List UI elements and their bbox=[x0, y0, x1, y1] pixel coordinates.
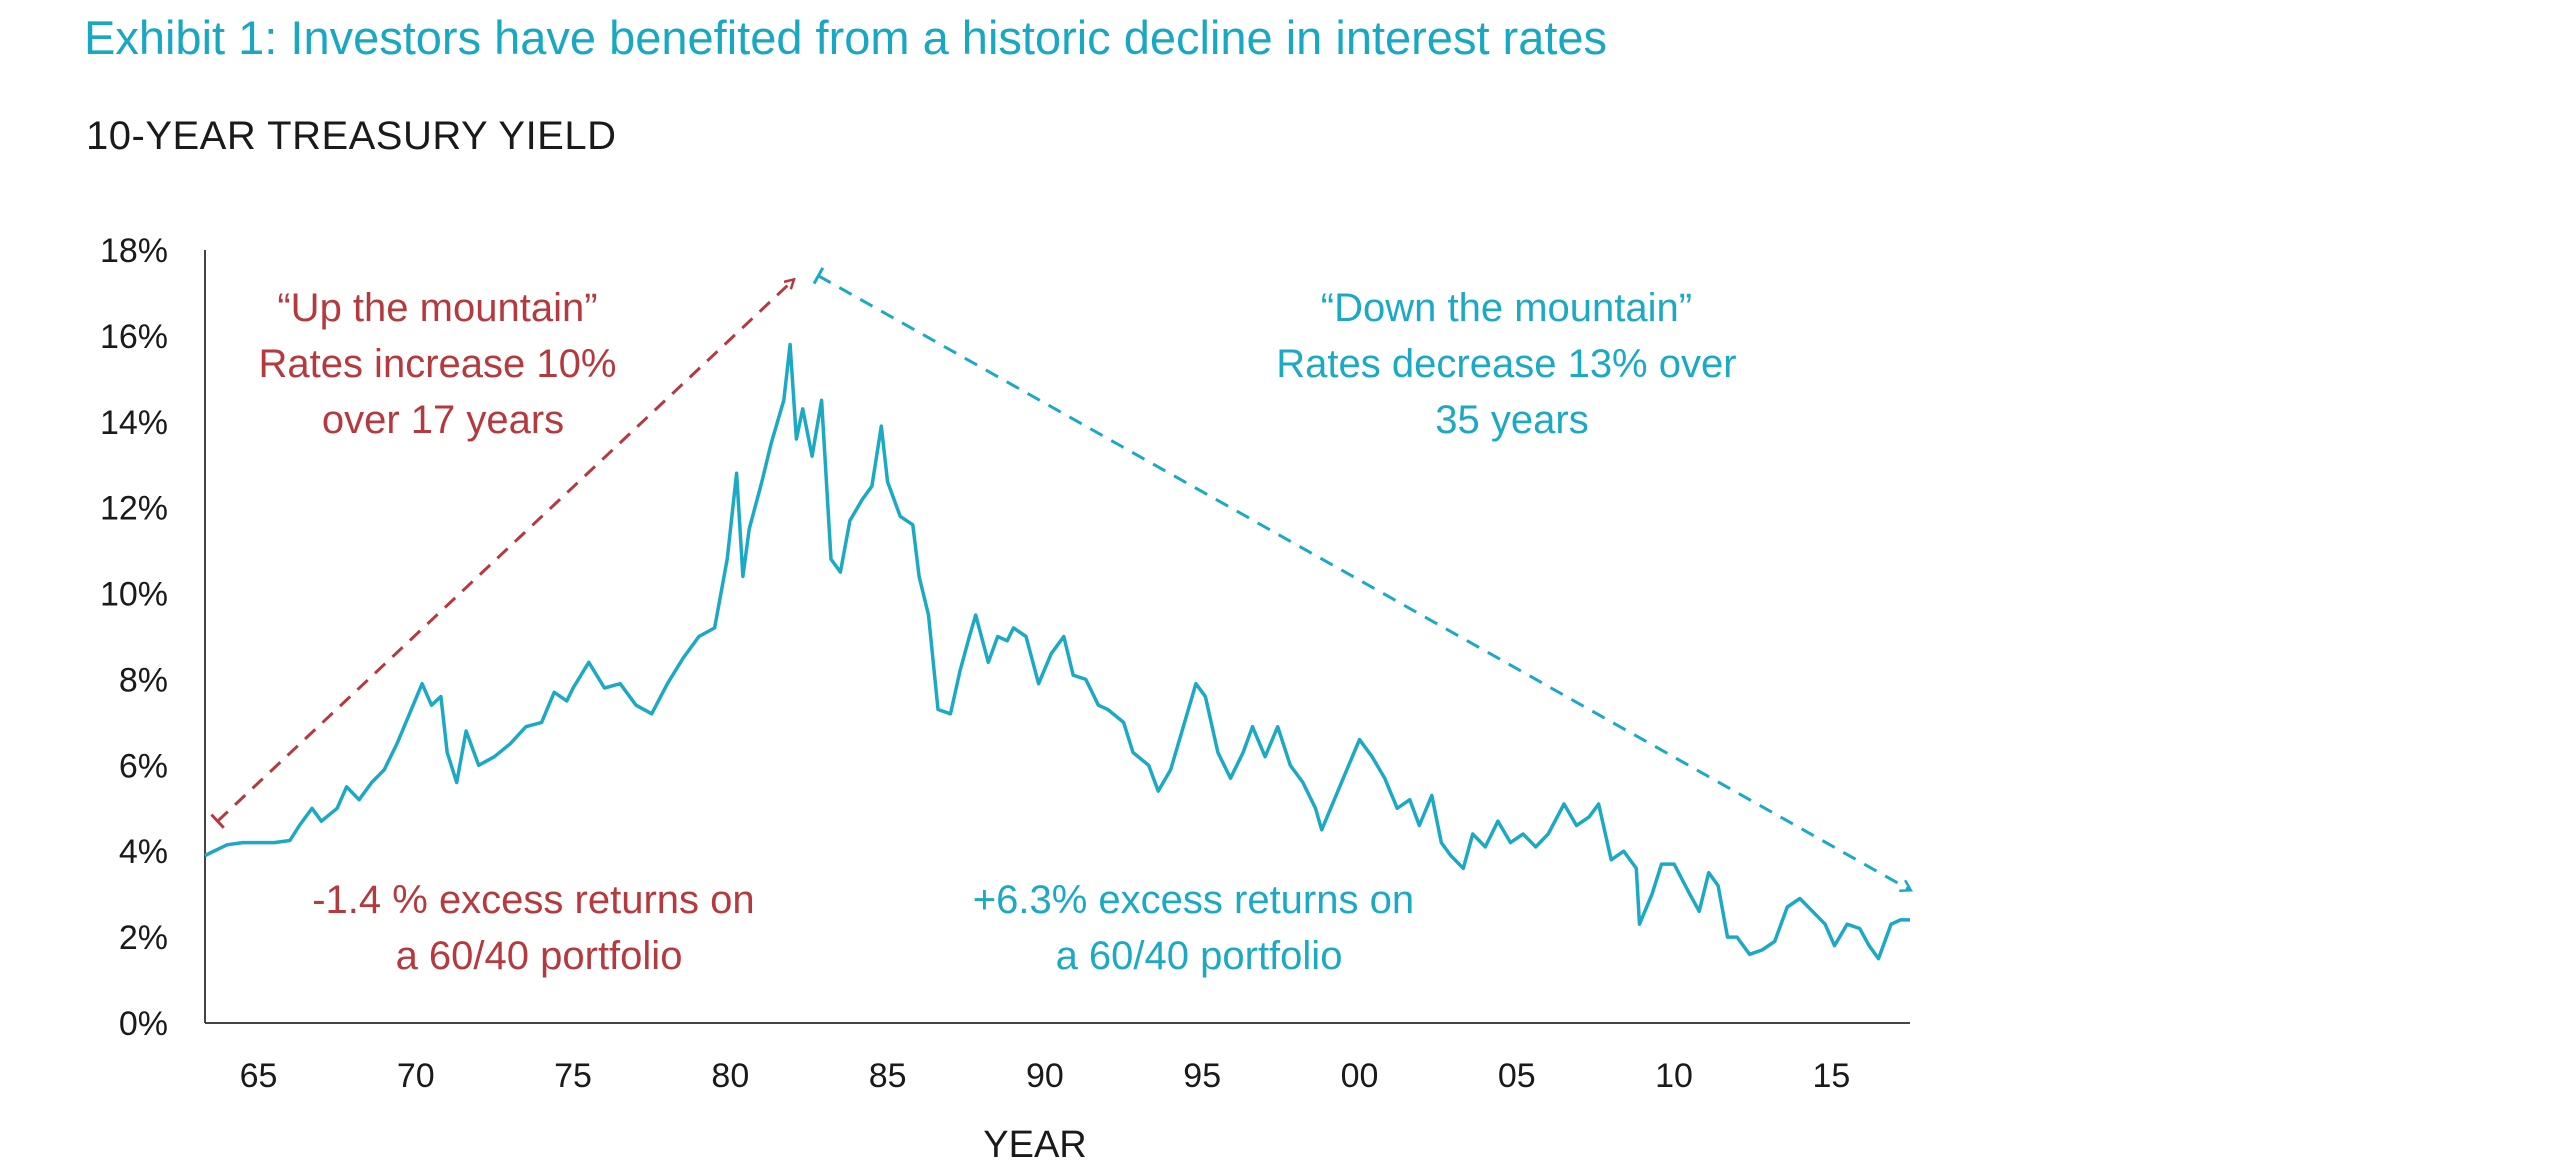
x-tick-label: 00 bbox=[1341, 1057, 1379, 1095]
x-tick-label: 90 bbox=[1026, 1057, 1064, 1095]
x-tick-label: 10 bbox=[1655, 1057, 1693, 1095]
down-returns-line-2: a 60/40 portfolio bbox=[1056, 934, 1343, 978]
up-heading-annotation: “Up the mountain” Rates increase 10% ove… bbox=[258, 286, 627, 442]
y-tick-label: 10% bbox=[100, 576, 168, 614]
down-returns-annotation: +6.3% excess returns on a 60/40 portfoli… bbox=[973, 878, 1425, 978]
down-heading-line-2: Rates decrease 13% over bbox=[1276, 342, 1736, 386]
y-tick-label: 2% bbox=[119, 919, 168, 957]
up-arrow-tail bbox=[210, 813, 225, 829]
x-tick-label: 85 bbox=[869, 1057, 907, 1095]
y-tick-labels: 0% 2% 4% 6% 8% 10% 12% 14% 16% 18% bbox=[100, 232, 168, 1043]
up-returns-annotation: -1.4 % excess returns on a 60/40 portfol… bbox=[312, 878, 766, 978]
down-heading-line-3: 35 years bbox=[1435, 398, 1588, 442]
y-tick-label: 16% bbox=[100, 318, 168, 356]
up-the-mountain-arrow bbox=[216, 280, 794, 823]
up-heading-line-1: “Up the mountain” bbox=[277, 286, 597, 330]
up-returns-line-2: a 60/40 portfolio bbox=[396, 934, 683, 978]
x-tick-label: 05 bbox=[1498, 1057, 1536, 1095]
up-heading-line-3: over 17 years bbox=[322, 398, 564, 442]
x-tick-labels: 65 70 75 80 85 90 95 00 05 10 15 bbox=[240, 1057, 1851, 1095]
chart-title: 10-YEAR TREASURY YIELD bbox=[86, 114, 617, 158]
treasury-yield-line bbox=[204, 342, 1910, 961]
y-tick-label: 14% bbox=[100, 404, 168, 442]
down-heading-line-1: “Down the mountain” bbox=[1321, 286, 1692, 330]
down-returns-line-1: +6.3% excess returns on bbox=[973, 878, 1414, 922]
y-tick-label: 0% bbox=[119, 1005, 168, 1043]
exhibit-title: Exhibit 1: Investors have benefited from… bbox=[84, 11, 1608, 64]
x-tick-label: 80 bbox=[711, 1057, 749, 1095]
x-tick-label: 65 bbox=[240, 1057, 278, 1095]
x-tick-label: 75 bbox=[554, 1057, 592, 1095]
y-tick-label: 18% bbox=[100, 232, 168, 270]
x-axis-label: YEAR bbox=[983, 1124, 1086, 1166]
y-tick-label: 12% bbox=[100, 490, 168, 528]
up-returns-line-1: -1.4 % excess returns on bbox=[312, 878, 754, 922]
x-tick-label: 70 bbox=[397, 1057, 435, 1095]
y-tick-label: 8% bbox=[119, 661, 168, 699]
up-heading-line-2: Rates increase 10% bbox=[258, 342, 616, 386]
y-tick-label: 4% bbox=[119, 833, 168, 871]
down-heading-annotation: “Down the mountain” Rates decrease 13% o… bbox=[1276, 286, 1747, 442]
y-tick-label: 6% bbox=[119, 747, 168, 785]
down-arrow-tail bbox=[812, 267, 825, 285]
x-tick-label: 15 bbox=[1812, 1057, 1850, 1095]
x-tick-label: 95 bbox=[1183, 1057, 1221, 1095]
down-the-mountain-arrow bbox=[817, 274, 1910, 890]
